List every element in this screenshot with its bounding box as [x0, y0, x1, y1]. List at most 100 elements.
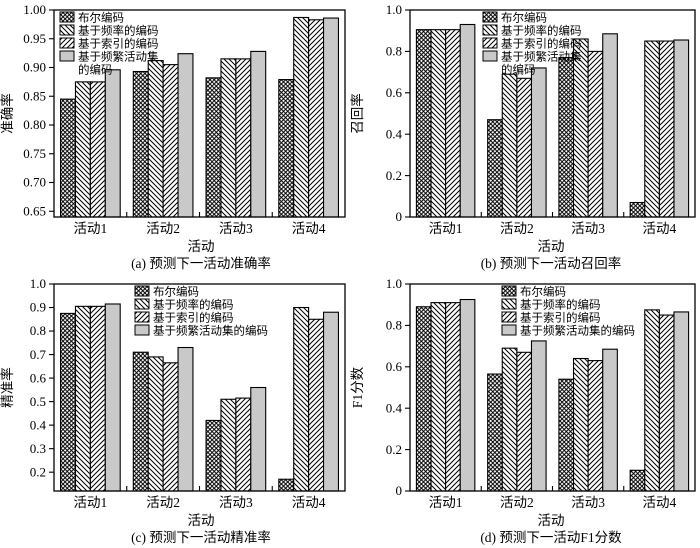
panel-b: 1.0 0.8 0.6 0.4 0.2 0 活动1 活动2 活动3 活动4 召回率 布尔编码 基于频率的… — [350, 0, 700, 274]
legend-label: 基于频繁活动集的编码 — [520, 324, 635, 338]
bar-series3-cat1 — [530, 67, 547, 218]
bar-series3-cat2 — [602, 33, 618, 218]
bar-series1-cat2 — [220, 398, 237, 492]
bar-series1-cat1 — [147, 356, 164, 492]
legend-swatch-1 — [134, 298, 150, 310]
bar-series3-cat0 — [104, 69, 121, 218]
legend-label: 布尔编码 — [153, 285, 199, 299]
bar-series2-cat2 — [235, 58, 252, 218]
y-tick-label: 0.7 — [30, 347, 47, 362]
y-tick-label: 0.2 — [386, 442, 402, 457]
legend-label: 基于索引的编码 — [78, 37, 159, 51]
bar-series0-cat2 — [205, 77, 222, 218]
panel-c: 1.0 0.9 0.8 0.7 0.6 0.5 0.4 0.3 0.2 活动1 活动2 活动3 活动4 精… — [0, 274, 350, 548]
legend-swatch-1 — [501, 298, 517, 310]
legend-label: 基于频繁活动集 — [78, 50, 159, 64]
legend-label: 基于频率的编码 — [153, 298, 234, 312]
legend-label: 基于索引的编码 — [153, 311, 234, 325]
legend-label: 基于频率的编码 — [520, 298, 601, 312]
y-axis-title: 精准率 — [0, 367, 15, 408]
legend-label: 基于索引的编码 — [520, 311, 601, 325]
panel-caption-a: (a) 预测下一活动准确率 — [131, 256, 271, 271]
y-tick-label: 1.0 — [386, 2, 402, 17]
bar-series0-cat1 — [132, 70, 149, 218]
x-category-label: 活动2 — [146, 221, 180, 236]
y-tick-label: 1.0 — [30, 276, 46, 291]
panel-a: 1.00 0.95 0.90 0.85 0.80 0.75 0.70 0.65 活动1 活动2 活动… — [0, 0, 350, 274]
legend-swatch-3 — [134, 324, 150, 336]
x-category-label: 活动1 — [74, 495, 108, 510]
y-tick-label: 0.8 — [386, 318, 402, 333]
y-tick-label: 0.80 — [23, 117, 46, 132]
legend-swatch-2 — [482, 37, 498, 49]
x-axis-title: 活动 — [537, 239, 565, 254]
bar-series3-cat3 — [322, 17, 340, 218]
x-category-label: 活动3 — [219, 221, 253, 236]
bar-series3-cat0 — [459, 23, 476, 218]
y-tick-label: 0.75 — [23, 146, 46, 161]
y-tick-label: 0.6 — [386, 359, 403, 374]
legend-swatch-2 — [134, 311, 150, 323]
bar-series0-cat3 — [629, 201, 646, 218]
x-axis-title: 活动 — [187, 513, 215, 528]
bar-series0-cat2 — [558, 378, 575, 492]
bar-series3-cat1 — [177, 53, 194, 218]
bar-series1-cat1 — [501, 347, 518, 492]
y-tick-label: 0.2 — [30, 464, 46, 479]
y-tick-label: 0.4 — [386, 126, 403, 141]
bar-series1-cat1 — [147, 60, 164, 218]
bar-series2-cat3 — [658, 40, 675, 218]
legend-label: 基于索引的编码 — [501, 37, 582, 51]
bar-series3-cat1 — [177, 346, 194, 492]
bar-series0-cat3 — [278, 79, 295, 218]
bar-series2-cat2 — [235, 397, 252, 492]
y-tick-label: 0.3 — [30, 441, 46, 456]
legend-swatch-3 — [482, 50, 498, 62]
bar-series2-cat1 — [162, 362, 179, 492]
bar-series3-cat0 — [459, 298, 476, 492]
y-tick-label: 0 — [396, 209, 403, 224]
legend-swatch-0 — [59, 11, 75, 23]
legend-label: 的编码 — [78, 63, 113, 77]
panel-d: 1.0 0.8 0.6 0.4 0.2 0 活动1 活动2 活动3 活动4 F1分数 布尔编码 基于频率… — [350, 274, 700, 548]
bar-series2-cat0 — [89, 81, 106, 218]
legend-swatch-2 — [501, 311, 517, 323]
bar-series0-cat2 — [558, 57, 575, 218]
bar-series1-cat2 — [220, 58, 237, 218]
bar-series3-cat2 — [250, 50, 267, 218]
panel-caption-b: (b) 预测下一活动召回率 — [480, 256, 622, 271]
y-tick-label: 0.8 — [386, 44, 402, 59]
x-category-label: 活动4 — [643, 495, 677, 510]
bar-series3-cat1 — [530, 340, 547, 492]
bar-series0-cat1 — [487, 119, 503, 218]
y-tick-label: 0.65 — [23, 203, 46, 218]
y-tick-label: 1.00 — [23, 2, 46, 17]
x-category-label: 活动2 — [146, 495, 180, 510]
bar-series1-cat0 — [74, 81, 91, 218]
x-category-label: 活动4 — [292, 221, 326, 236]
y-tick-label: 1.0 — [386, 276, 402, 291]
bar-series0-cat0 — [59, 98, 77, 218]
bar-series0-cat3 — [278, 478, 295, 492]
bar-series0-cat0 — [415, 306, 432, 492]
x-category-label: 活动1 — [74, 221, 108, 236]
bar-series3-cat0 — [104, 303, 121, 492]
legend-label: 基于频繁活动集 — [501, 50, 582, 64]
bar-series2-cat3 — [308, 19, 325, 218]
legend-label: 基于频率的编码 — [78, 24, 159, 38]
y-axis-title: 准确率 — [0, 93, 15, 134]
y-tick-label: 0.8 — [30, 323, 46, 338]
precision-bar-chart: 1.0 0.9 0.8 0.7 0.6 0.5 0.4 0.3 0.2 活动1 活动2 活动3 活动4 精… — [0, 276, 346, 510]
x-category-label: 活动2 — [500, 495, 534, 510]
bar-series1-cat0 — [430, 302, 447, 492]
bar-series0-cat0 — [59, 312, 77, 492]
bar-series2-cat3 — [658, 314, 675, 492]
y-axis-title: 召回率 — [350, 93, 365, 134]
bar-series2-cat2 — [587, 50, 604, 218]
accuracy-bar-chart: 1.00 0.95 0.90 0.85 0.80 0.75 0.70 0.65 活动1 活动2 活动… — [0, 2, 346, 236]
bar-series3-cat3 — [322, 311, 340, 492]
y-tick-label: 0.5 — [30, 394, 46, 409]
bar-series3-cat3 — [673, 39, 690, 218]
y-tick-label: 0.6 — [30, 370, 47, 385]
y-tick-label: 0 — [396, 483, 403, 498]
